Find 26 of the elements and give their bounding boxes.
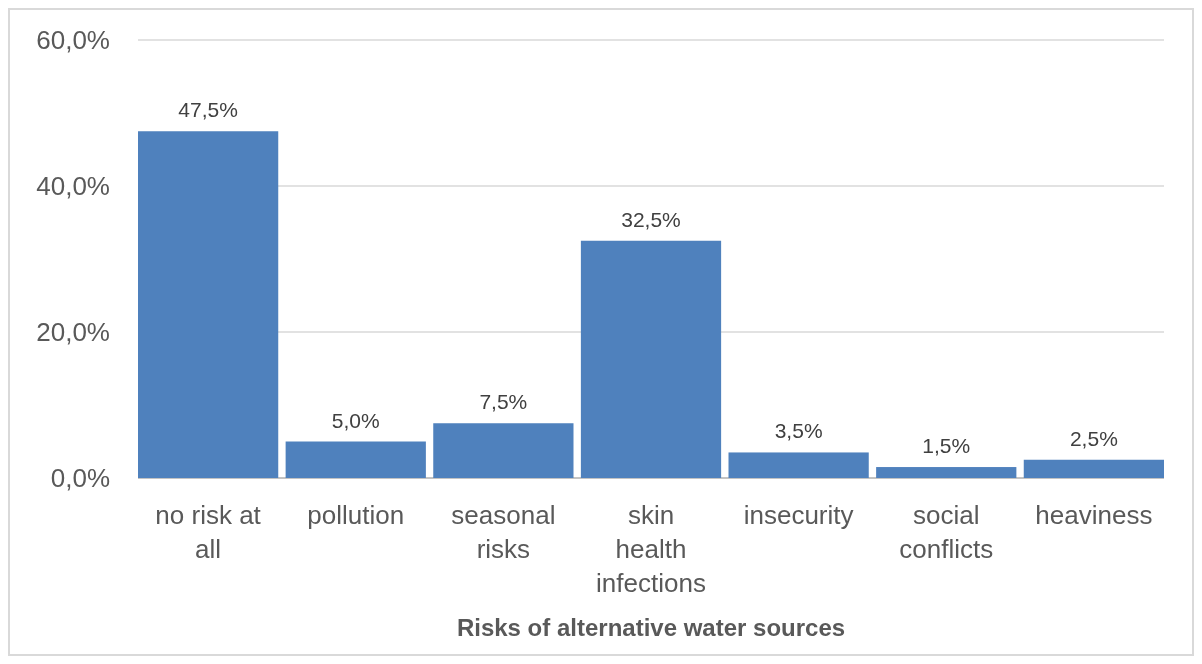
bar [1023, 459, 1165, 478]
data-label: 5,0% [331, 408, 380, 432]
x-tick-label: skin health infections [596, 500, 706, 598]
bar [580, 240, 722, 478]
data-label: 32,5% [621, 207, 681, 231]
y-tick-label: 20,0% [36, 317, 110, 348]
data-label: 7,5% [479, 390, 528, 414]
data-label: 2,5% [1069, 426, 1118, 450]
data-label: 3,5% [774, 419, 823, 443]
x-tick-label: pollution [307, 500, 405, 530]
x-tick-label: seasonal risks [451, 500, 556, 564]
x-tick-label: insecurity [743, 500, 854, 530]
x-tick-label: heaviness [1035, 500, 1153, 530]
y-tick-label: 60,0% [36, 25, 110, 56]
y-tick-label: 40,0% [36, 171, 110, 202]
x-tick-label: social conflicts [899, 500, 994, 564]
bar [728, 452, 869, 478]
x-axis-title: Risks of alternative water sources [456, 614, 846, 641]
bar [138, 131, 279, 478]
data-label: 1,5% [922, 434, 971, 458]
bar [876, 467, 1017, 478]
bar [285, 441, 426, 478]
data-label: 47,5% [178, 98, 238, 122]
x-tick-label: no risk at all [155, 500, 262, 564]
y-tick-label: 0,0% [50, 463, 110, 494]
bar [433, 423, 574, 478]
